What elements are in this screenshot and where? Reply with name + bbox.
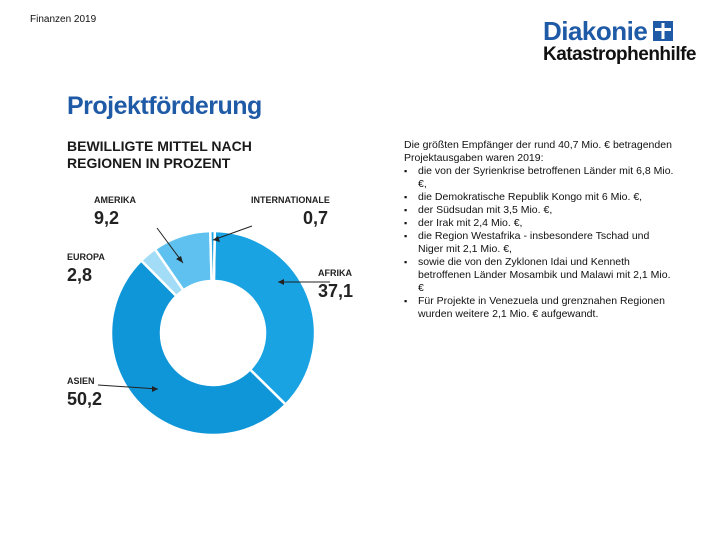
description-list: die von der Syrienkrise betroffenen Länd… (404, 165, 674, 321)
slice-asien (109, 258, 288, 437)
list-item: Für Projekte in Venezuela und grenznahen… (404, 295, 674, 321)
description-text: Die größten Empfänger der rund 40,7 Mio.… (404, 139, 674, 321)
list-item: sowie die von den Zyklonen Idai und Kenn… (404, 256, 674, 295)
label-amerika-value: 9,2 (94, 208, 120, 228)
arrow-asien (152, 386, 158, 392)
logo-text-katastrophenhilfe: Katastrophenhilfe (542, 44, 697, 65)
slice-afrika (212, 229, 317, 407)
logo-text-diakonie: Diakonie (542, 16, 648, 46)
leader-international (212, 225, 253, 241)
slice-international (209, 229, 217, 283)
logo: Diakonie Katastrophenhilfe (542, 16, 697, 66)
label-europa-value: 2,8 (67, 265, 93, 285)
label-asien-name: ASIEN (67, 376, 95, 386)
label-afrika-value: 37,1 (318, 281, 354, 301)
label-europa-name: EUROPA (67, 252, 105, 262)
label-international-name: INTERNATIONALE (251, 195, 330, 205)
description-intro: Die größten Empfänger der rund 40,7 Mio.… (404, 139, 672, 164)
arrow-international (213, 236, 220, 242)
label-afrika-name: AFRIKA (318, 268, 352, 278)
list-item: die Demokratische Republik Kongo mit 6 M… (404, 191, 674, 204)
arrow-amerika (176, 256, 183, 263)
label-international-value: 0,7 (303, 208, 329, 228)
cross-logo-icon (653, 21, 674, 41)
list-item: die Region Westafrika - insbesondere Tsc… (404, 230, 674, 256)
header-label: Finanzen 2019 (30, 14, 97, 25)
list-item: der Südsudan mit 3,5 Mio. €, (404, 204, 674, 217)
section-title: Projektförderung (67, 92, 262, 120)
list-item: der Irak mit 2,4 Mio. €, (404, 217, 674, 230)
label-amerika-name: AMERIKA (94, 195, 136, 205)
list-item: die von der Syrienkrise betroffenen Länd… (404, 165, 674, 191)
leader-asien (97, 384, 159, 390)
chart-title: BEWILLIGTE MITTEL NACH REGIONEN IN PROZE… (67, 138, 252, 171)
arrow-afrika (278, 279, 284, 285)
leader-amerika (156, 227, 184, 264)
label-asien-value: 50,2 (67, 389, 103, 409)
